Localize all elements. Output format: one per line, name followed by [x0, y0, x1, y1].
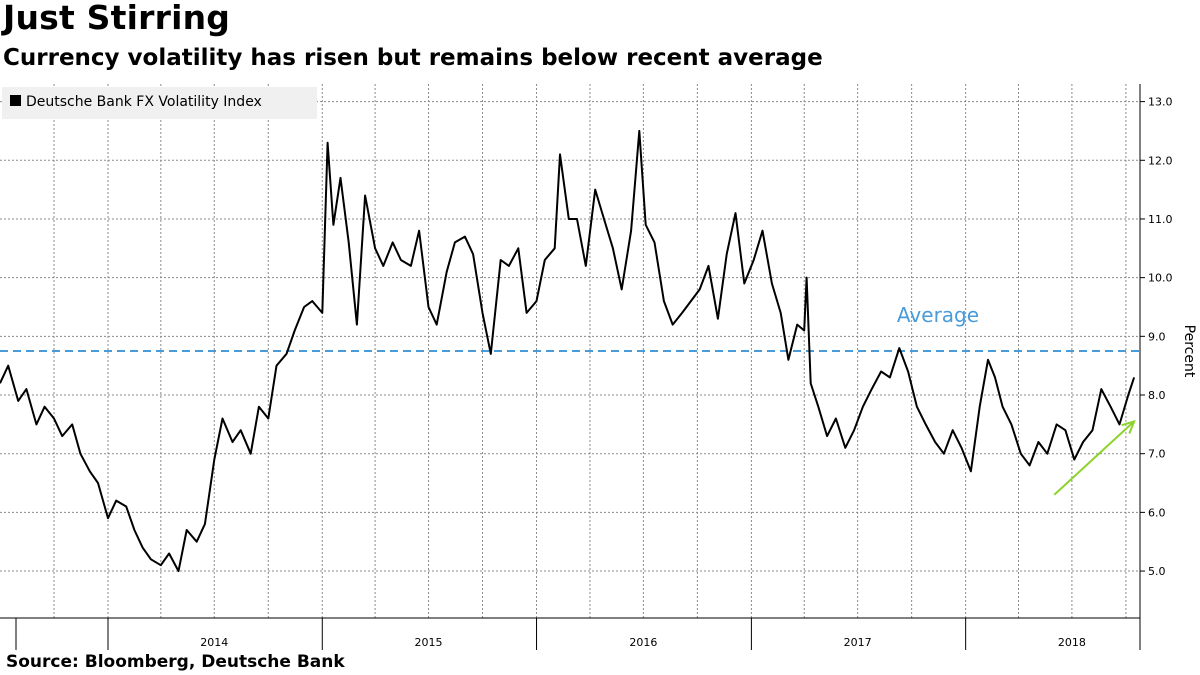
x-tick-label: 2015: [415, 636, 443, 649]
source-note: Source: Bloomberg, Deutsche Bank: [6, 652, 345, 672]
y-tick-label: 10.0: [1148, 272, 1173, 285]
chart-subtitle: Currency volatility has risen but remain…: [3, 45, 823, 71]
trend-arrow-head: [1121, 419, 1136, 434]
y-tick-label: 13.0: [1148, 96, 1173, 109]
y-axis-label: Percent: [1181, 325, 1197, 378]
legend: Deutsche Bank FX Volatility Index: [2, 87, 317, 119]
x-tick-label: 2016: [629, 636, 657, 649]
x-tick-label: 2017: [844, 636, 872, 649]
y-tick-label: 9.0: [1148, 330, 1166, 343]
legend-swatch: [10, 95, 21, 106]
y-tick-label: 5.0: [1148, 565, 1166, 578]
trend-arrow: [1053, 420, 1135, 496]
x-tick-label: 2018: [1058, 636, 1086, 649]
y-tick-label: 11.0: [1148, 213, 1173, 226]
average-label: Average: [897, 303, 979, 327]
y-tick-label: 7.0: [1148, 448, 1166, 461]
y-tick-label: 12.0: [1148, 154, 1173, 167]
annotations: Average: [0, 303, 1140, 496]
chart-title: Just Stirring: [3, 0, 231, 37]
axes: 5.0 6.0 7.0 8.0 9.0 10.0 11.0 12.0 13.0 2014 2015 2…: [0, 84, 1197, 650]
series-layer: [0, 129, 1136, 573]
legend-label: Deutsche Bank FX Volatility Index: [26, 94, 262, 110]
x-tick-label: 2014: [200, 636, 228, 649]
series-line: [0, 129, 1136, 573]
y-tick-label: 8.0: [1148, 389, 1166, 402]
y-tick-label: 6.0: [1148, 506, 1166, 519]
legend-box: [2, 87, 317, 119]
